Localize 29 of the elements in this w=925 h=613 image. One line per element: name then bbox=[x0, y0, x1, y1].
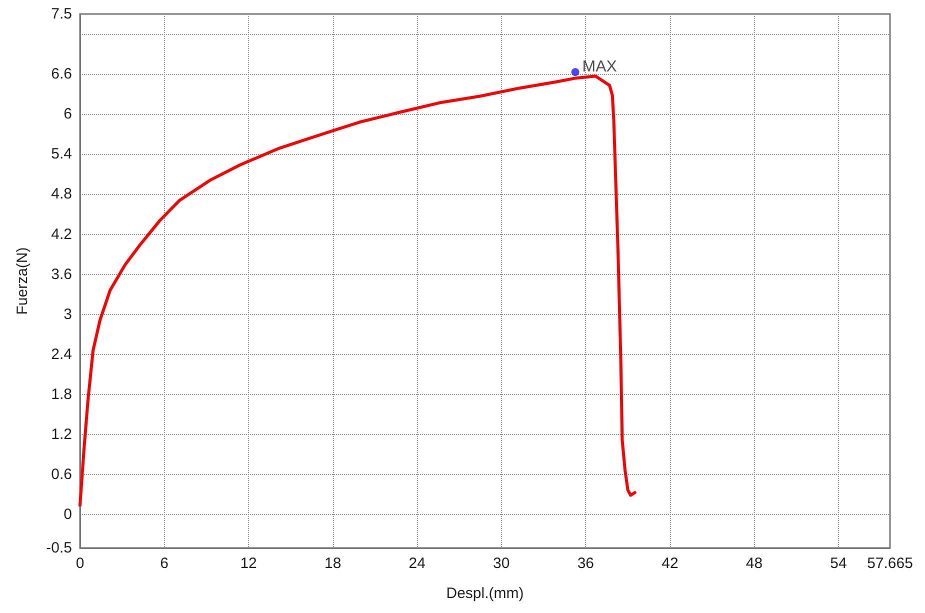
y-tick-label: 4.2 bbox=[51, 226, 72, 243]
y-tick-label: 1.2 bbox=[51, 426, 72, 444]
x-tick-label: 48 bbox=[746, 555, 763, 572]
x-tick-label: 24 bbox=[408, 555, 426, 572]
y-tick-label: 3 bbox=[64, 306, 72, 323]
y-tick-label: 6.6 bbox=[51, 66, 72, 83]
y-tick-label: 2.4 bbox=[51, 346, 72, 363]
y-tick-label: 0 bbox=[64, 506, 72, 524]
y-tick-label: 0.6 bbox=[51, 466, 72, 484]
x-tick-label: 54 bbox=[830, 555, 847, 572]
y-tick-label: 7.5 bbox=[51, 6, 72, 22]
line-series bbox=[78, 74, 636, 507]
x-tick-label: 12 bbox=[240, 555, 257, 572]
x-tick-label: 18 bbox=[324, 555, 342, 572]
annotation: MAX bbox=[582, 58, 618, 76]
y-tick-label: -0.5 bbox=[46, 540, 72, 556]
y-tick-label: 6 bbox=[64, 106, 72, 123]
y-tick-label: 5.4 bbox=[51, 146, 72, 163]
y-tick-label: 1.8 bbox=[51, 386, 72, 403]
y-tick-label: 4.8 bbox=[51, 186, 72, 203]
x-tick-label: 30 bbox=[493, 555, 510, 572]
x-tick-label: 57.665 bbox=[867, 555, 913, 572]
x-tick-label: 36 bbox=[577, 555, 594, 572]
x-tick-label: 6 bbox=[160, 555, 168, 572]
y-axis-title: Fuerza(N) bbox=[14, 247, 31, 315]
y-tick-label: 3.6 bbox=[51, 266, 72, 283]
x-tick-label: 42 bbox=[662, 555, 678, 572]
x-tick-label: 0 bbox=[76, 555, 84, 572]
x-axis-title: Despl.(mm) bbox=[446, 585, 524, 602]
